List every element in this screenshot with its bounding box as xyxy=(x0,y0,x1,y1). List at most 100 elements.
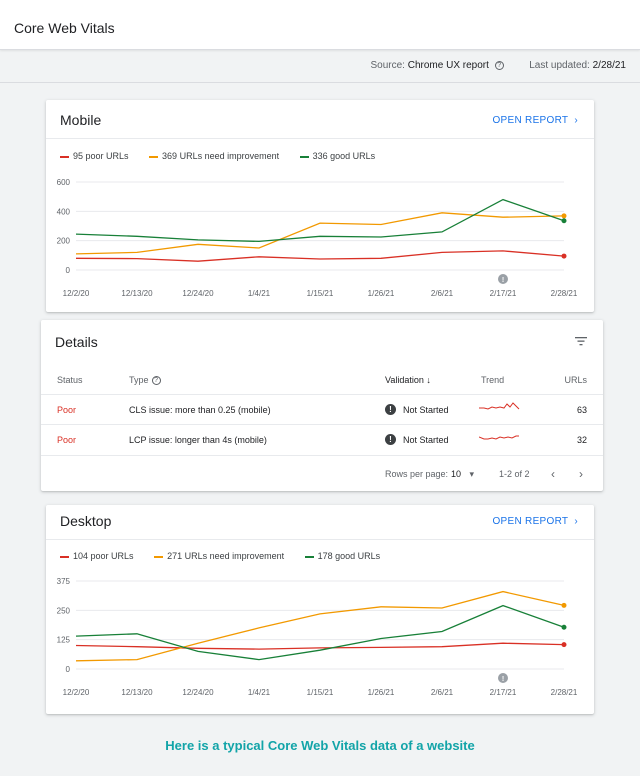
help-icon[interactable]: ? xyxy=(151,376,161,386)
prev-page-icon[interactable]: ‹ xyxy=(551,467,555,481)
y-tick-label: 0 xyxy=(66,266,71,275)
desktop-chart: 0 125 250 375 12/2/20 12/13/20 12/24/20 1/4/21 1… xyxy=(57,577,578,697)
pager-range: 1-2 of 2 xyxy=(499,469,530,479)
open-report-label: OPEN REPORT xyxy=(492,516,569,527)
mobile-legend: 95 poor URLs 369 URLs need improvement 3… xyxy=(60,151,393,161)
exclamation-icon: ! xyxy=(385,404,396,415)
legend-label: 369 URLs need improvement xyxy=(162,151,280,161)
legend-item-good[interactable]: 336 good URLs xyxy=(299,151,376,161)
row-type[interactable]: CLS issue: more than 0.25 (mobile) xyxy=(129,405,271,415)
legend-label: 336 good URLs xyxy=(312,151,376,161)
x-tick-label: 12/24/20 xyxy=(182,289,214,298)
legend-item-needs-improvement[interactable]: 271 URLs need improvement xyxy=(154,551,284,561)
next-page-icon[interactable]: › xyxy=(579,467,583,481)
help-icon[interactable]: ? xyxy=(494,60,504,70)
source-label: Source: xyxy=(370,60,405,71)
trend-sparkline xyxy=(479,435,519,440)
column-header-urls[interactable]: URLs xyxy=(564,375,587,385)
desktop-open-report-button[interactable]: OPEN REPORT › xyxy=(492,516,578,527)
x-tick-label: 2/6/21 xyxy=(431,688,454,697)
x-tick-label: 1/26/21 xyxy=(368,688,395,697)
mobile-open-report-button[interactable]: OPEN REPORT › xyxy=(492,115,578,126)
desktop-card-title: Desktop xyxy=(60,513,112,529)
legend-swatch xyxy=(60,555,69,558)
series-end-point xyxy=(561,602,567,608)
filter-icon[interactable] xyxy=(575,336,587,346)
last-updated-label: Last updated: xyxy=(529,60,590,71)
row-status: Poor xyxy=(57,405,77,415)
rows-per-page-label: Rows per page: xyxy=(385,469,449,479)
mobile-chart: 0 200 400 600 12/2/20 12/13/20 12/24/20 1/4/21 1… xyxy=(57,178,578,298)
column-header-type[interactable]: Type? xyxy=(129,375,167,386)
trend-sparkline xyxy=(479,402,520,410)
details-card: Details Status Type? Validation ↓ Trend … xyxy=(41,320,603,491)
x-tick-label: 12/24/20 xyxy=(182,688,214,697)
row-status: Poor xyxy=(57,435,77,445)
y-tick-label: 250 xyxy=(57,606,71,615)
annotation-icon: ! xyxy=(502,277,504,284)
y-tick-label: 600 xyxy=(57,178,71,187)
legend-item-good[interactable]: 178 good URLs xyxy=(304,551,381,561)
x-tick-label: 1/15/21 xyxy=(307,688,334,697)
legend-item-poor[interactable]: 104 poor URLs xyxy=(60,551,134,561)
rows-per-page-value: 10 xyxy=(451,469,462,479)
legend-swatch xyxy=(154,555,164,558)
desktop-card: Desktop OPEN REPORT › 104 poor URLs 271 U… xyxy=(46,505,594,714)
legend-swatch xyxy=(60,155,69,158)
rows-per-page-select[interactable]: 10 ▾ xyxy=(451,469,474,480)
exclamation-icon: ! xyxy=(385,434,396,445)
legend-label: 178 good URLs xyxy=(317,551,381,561)
x-tick-label: 2/28/21 xyxy=(551,688,578,697)
annotation-icon: ! xyxy=(502,676,504,683)
row-separator xyxy=(41,424,603,425)
mobile-card-title: Mobile xyxy=(60,112,102,128)
legend-swatch xyxy=(304,555,314,558)
row-type[interactable]: LCP issue: longer than 4s (mobile) xyxy=(129,435,267,445)
header-divider xyxy=(0,82,640,83)
x-tick-label: 12/2/20 xyxy=(63,688,90,697)
card-separator xyxy=(46,138,594,139)
row-validation: Not Started xyxy=(403,435,449,445)
series-end-point xyxy=(561,253,567,259)
legend-label: 104 poor URLs xyxy=(73,551,134,561)
column-header-validation[interactable]: Validation ↓ xyxy=(385,375,431,385)
chevron-right-icon: › xyxy=(574,516,578,527)
mobile-card: Mobile OPEN REPORT › 95 poor URLs 369 URL… xyxy=(46,100,594,312)
type-header-label: Type xyxy=(129,375,149,385)
series-end-point xyxy=(561,218,567,224)
page-title: Core Web Vitals xyxy=(14,20,115,36)
series-line xyxy=(75,250,565,262)
series-line xyxy=(75,590,565,662)
source-value[interactable]: Chrome UX report xyxy=(407,60,489,71)
caption: Here is a typical Core Web Vitals data o… xyxy=(165,738,475,753)
top-bar: Core Web Vitals xyxy=(0,0,640,50)
series-end-point xyxy=(561,624,567,630)
series-line xyxy=(75,212,565,255)
legend-label: 271 URLs need improvement xyxy=(167,551,285,561)
row-urls: 63 xyxy=(576,405,587,415)
legend-item-poor[interactable]: 95 poor URLs xyxy=(60,151,129,161)
desktop-legend: 104 poor URLs 271 URLs need improvement … xyxy=(60,551,398,561)
legend-label: 95 poor URLs xyxy=(73,151,129,161)
x-tick-label: 12/13/20 xyxy=(121,289,153,298)
series-line xyxy=(75,198,565,243)
y-tick-label: 125 xyxy=(57,636,71,645)
y-tick-label: 200 xyxy=(57,237,71,246)
x-tick-label: 1/15/21 xyxy=(307,289,334,298)
x-tick-label: 1/26/21 xyxy=(368,289,395,298)
x-tick-label: 2/17/21 xyxy=(490,289,517,298)
last-updated-value: 2/28/21 xyxy=(592,60,626,71)
x-tick-label: 2/28/21 xyxy=(551,289,578,298)
x-tick-label: 2/17/21 xyxy=(490,688,517,697)
x-tick-label: 2/6/21 xyxy=(431,289,454,298)
column-header-status[interactable]: Status xyxy=(57,375,83,385)
legend-swatch xyxy=(299,155,309,158)
y-tick-label: 400 xyxy=(57,207,71,216)
row-validation: Not Started xyxy=(403,405,449,415)
y-tick-label: 0 xyxy=(66,665,71,674)
series-line xyxy=(75,642,565,650)
source-row: Source: Chrome UX report ? Last updated:… xyxy=(371,60,627,71)
legend-item-needs-improvement[interactable]: 369 URLs need improvement xyxy=(149,151,279,161)
row-urls: 32 xyxy=(576,435,587,445)
series-end-point xyxy=(561,642,567,648)
